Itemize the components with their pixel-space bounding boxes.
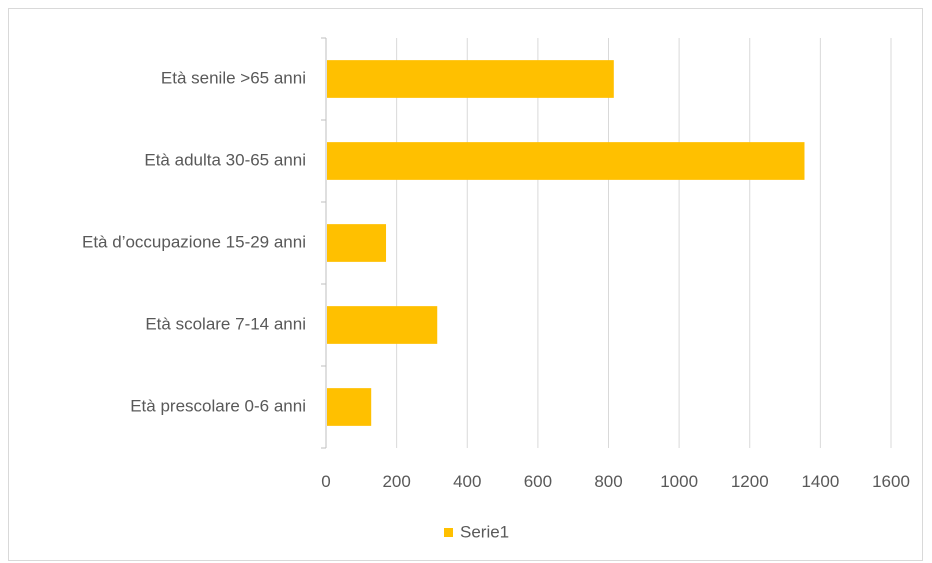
tick-label-400: 400 — [453, 472, 481, 491]
tick-label-800: 800 — [594, 472, 622, 491]
category-label-1: Età scolare 7-14 anni — [145, 314, 306, 333]
tick-label-1000: 1000 — [660, 472, 698, 491]
category-axis — [321, 37, 327, 449]
bar-0 — [327, 388, 372, 426]
gridlines — [396, 38, 892, 448]
legend: Serie1 — [444, 522, 509, 541]
legend-swatch-serie1 — [444, 528, 453, 537]
category-label-0: Età prescolare 0-6 anni — [130, 396, 306, 415]
bar-1 — [327, 306, 438, 344]
legend-label-serie1: Serie1 — [460, 522, 509, 541]
bars — [327, 60, 805, 426]
bar-2 — [327, 224, 387, 262]
tick-label-1600: 1600 — [872, 472, 910, 491]
category-label-4: Età senile >65 anni — [161, 68, 306, 87]
tick-label-200: 200 — [382, 472, 410, 491]
tick-label-0: 0 — [321, 472, 330, 491]
tick-label-1400: 1400 — [801, 472, 839, 491]
tick-label-600: 600 — [524, 472, 552, 491]
bar-4 — [327, 60, 614, 98]
category-label-2: Età d’occupazione 15-29 anni — [82, 232, 306, 251]
tick-label-1200: 1200 — [731, 472, 769, 491]
bar-3 — [327, 142, 805, 180]
category-label-3: Età adulta 30-65 anni — [144, 150, 306, 169]
chart-area — [8, 8, 923, 561]
category-labels: Età prescolare 0-6 anni Età scolare 7-14 … — [82, 68, 306, 415]
value-axis-labels: 0 200 400 600 800 1000 1200 1400 1600 — [321, 472, 910, 491]
